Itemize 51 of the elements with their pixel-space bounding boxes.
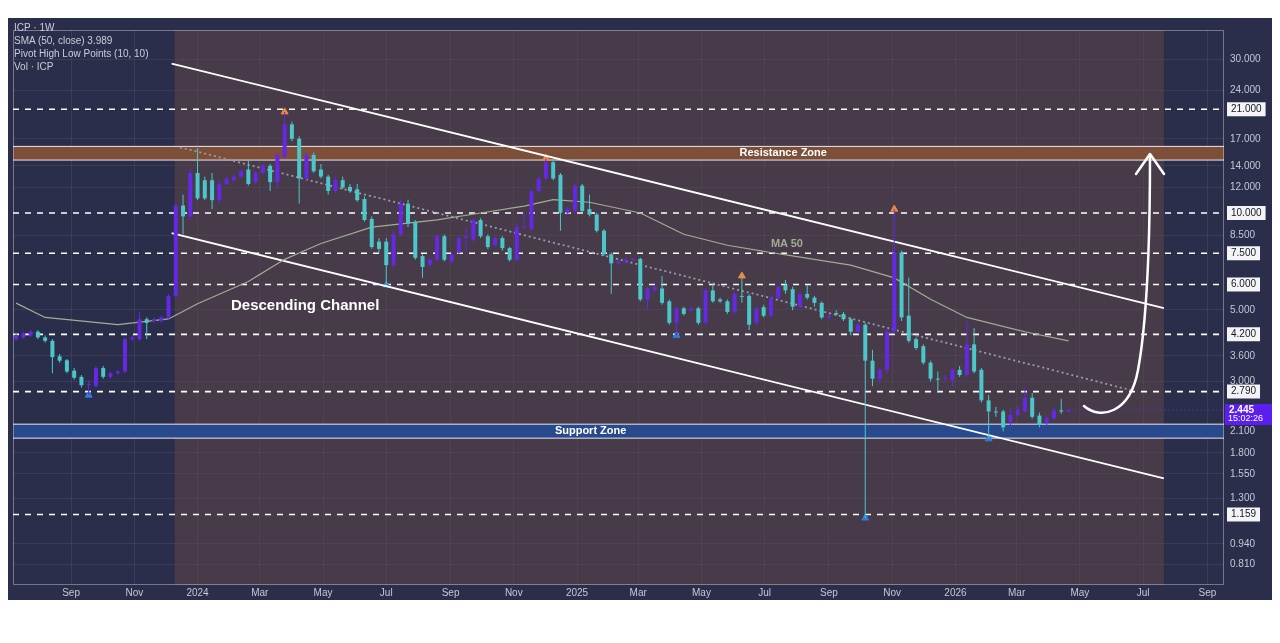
y-tick-label: 5.000 [1230, 303, 1256, 315]
annotation: SMA (50, close) 3.989 [14, 34, 113, 46]
x-tick-label: May [313, 586, 333, 598]
y-tick-label: 14.000 [1230, 159, 1262, 171]
annotation: 2.445 [1229, 403, 1255, 415]
chart-title: ICP · 1W [14, 21, 55, 33]
y-tick-label: 1.550 [1230, 467, 1256, 479]
x-tick-label: Nov [125, 586, 144, 598]
y-tick-label: 12.000 [1230, 181, 1262, 193]
y-tick-label: 1.300 [1230, 492, 1256, 504]
ref-line-label: 7.500 [1231, 247, 1257, 259]
text: 15:02:26 [1228, 412, 1264, 423]
y-tick-label: 3.600 [1230, 349, 1256, 361]
x-tick-label: Mar [629, 586, 648, 598]
x-tick-label: Jul [1136, 586, 1150, 598]
ref-line-label: 2.790 [1231, 385, 1257, 397]
y-tick-label: 3.000 [1230, 375, 1256, 387]
y-tick-label: 8.500 [1230, 229, 1256, 241]
x-tick-label: Sep [441, 586, 460, 598]
y-tick-label: 24.000 [1230, 84, 1262, 96]
x-tick-label: Mar [251, 586, 270, 598]
x-tick-label: 2024 [186, 586, 210, 598]
x-tick-label: May [1070, 586, 1090, 598]
x-tick-label: Jul [379, 586, 393, 598]
y-tick-label: 1.800 [1230, 446, 1256, 458]
annotation: Descending Channel [230, 295, 380, 313]
y-tick-label: 30.000 [1230, 53, 1262, 65]
band-label: Resistance Zone [739, 146, 827, 159]
annotation: Pivot High Low Points (10, 10) [14, 47, 149, 59]
x-tick-label: 2026 [944, 586, 968, 598]
y-tick-label: 0.940 [1230, 537, 1256, 549]
y-tick-label: 2.100 [1230, 425, 1256, 437]
ref-line-label: 4.200 [1231, 328, 1257, 340]
x-tick-label: May [691, 586, 711, 598]
x-tick-label: Sep [820, 586, 839, 598]
annotation: Vol · ICP [14, 60, 54, 72]
y-tick-label: 0.810 [1230, 558, 1256, 570]
ref-line-label: 1.159 [1231, 508, 1257, 520]
ref-line-label: 10.000 [1231, 206, 1263, 218]
ref-line-label: 21.000 [1231, 102, 1263, 114]
x-tick-label: Mar [1008, 586, 1026, 598]
x-tick-label: Nov [504, 586, 523, 598]
x-tick-label: Sep [62, 586, 81, 598]
y-tick-label: 17.000 [1230, 132, 1262, 144]
x-tick-label: Sep [1198, 586, 1217, 598]
series-label: MA 50 [770, 237, 803, 250]
x-tick-label: 2025 [565, 586, 589, 598]
x-tick-label: Nov [883, 586, 902, 598]
x-tick-label: Jul [758, 586, 772, 598]
band-label: Support Zone [554, 424, 627, 437]
ref-line-label: 6.000 [1231, 278, 1257, 290]
